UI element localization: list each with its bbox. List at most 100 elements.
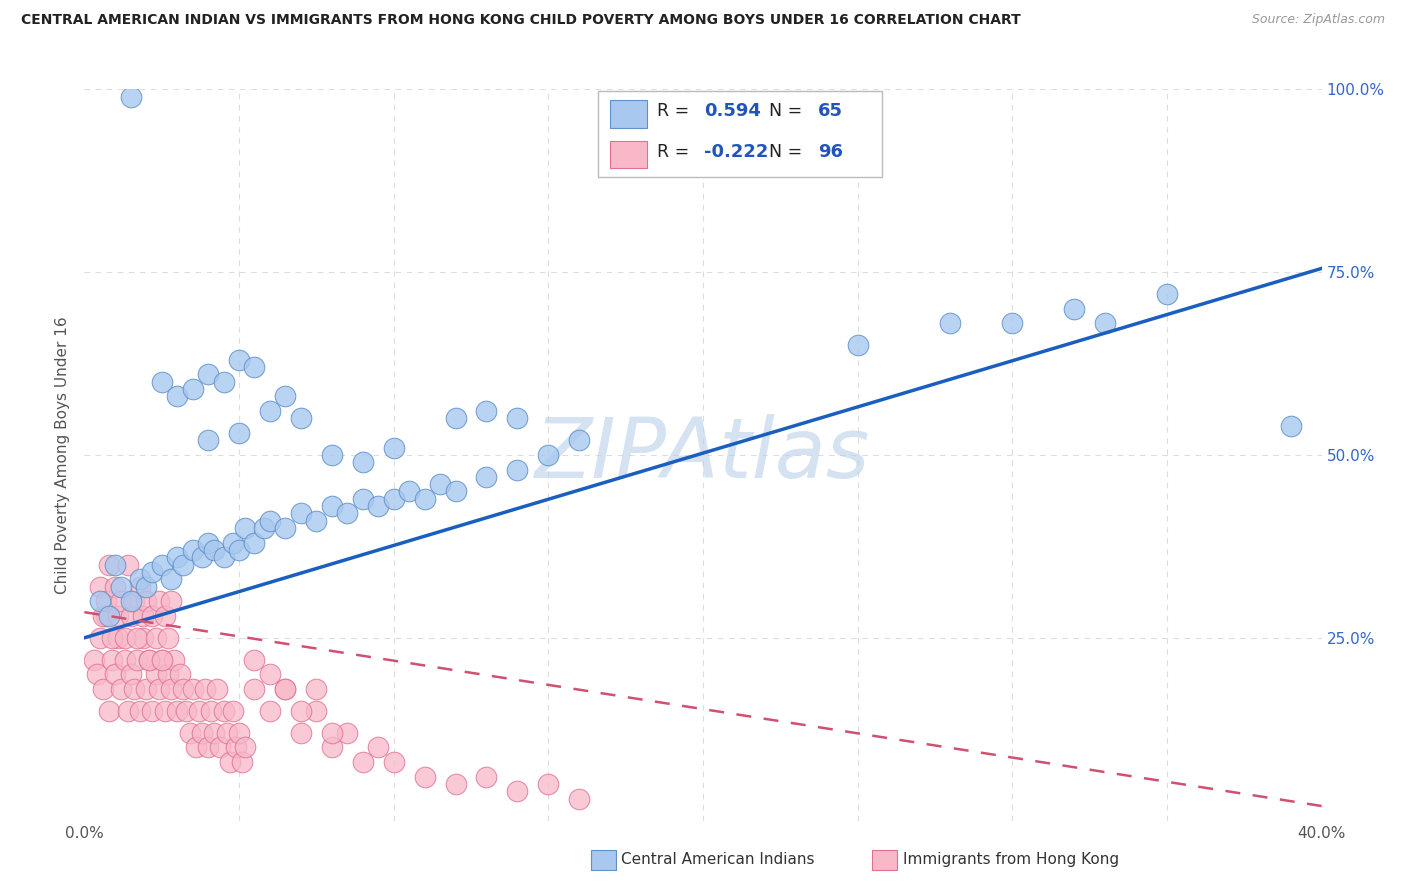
Point bbox=[181, 681, 204, 696]
Point bbox=[132, 608, 155, 623]
Point bbox=[181, 543, 204, 558]
Point bbox=[305, 681, 328, 696]
Point bbox=[172, 681, 194, 696]
Point bbox=[135, 580, 157, 594]
Point bbox=[125, 631, 148, 645]
Point bbox=[94, 594, 117, 608]
Point bbox=[153, 608, 176, 623]
Point bbox=[122, 594, 145, 608]
Point bbox=[475, 404, 498, 418]
Point bbox=[398, 484, 420, 499]
Point bbox=[212, 375, 235, 389]
Text: R =: R = bbox=[657, 143, 695, 161]
Bar bbox=[610, 141, 647, 169]
Point bbox=[290, 726, 312, 740]
Point bbox=[290, 507, 312, 521]
Text: CENTRAL AMERICAN INDIAN VS IMMIGRANTS FROM HONG KONG CHILD POVERTY AMONG BOYS UN: CENTRAL AMERICAN INDIAN VS IMMIGRANTS FR… bbox=[21, 13, 1021, 28]
Point bbox=[120, 89, 142, 103]
FancyBboxPatch shape bbox=[598, 91, 883, 177]
Point bbox=[207, 681, 229, 696]
Point bbox=[101, 653, 124, 667]
Point bbox=[110, 594, 132, 608]
Point bbox=[145, 667, 167, 681]
Point bbox=[150, 653, 173, 667]
Point bbox=[181, 382, 204, 396]
Point bbox=[253, 521, 276, 535]
Point bbox=[145, 631, 167, 645]
Point bbox=[475, 770, 498, 784]
Point bbox=[228, 352, 250, 367]
Point bbox=[166, 389, 188, 403]
Point bbox=[114, 653, 136, 667]
Point bbox=[156, 631, 179, 645]
Point bbox=[135, 594, 157, 608]
Point bbox=[209, 740, 232, 755]
Point bbox=[120, 608, 142, 623]
Point bbox=[202, 726, 225, 740]
Point bbox=[259, 704, 281, 718]
Point bbox=[163, 653, 186, 667]
Point bbox=[259, 514, 281, 528]
Point bbox=[367, 740, 389, 755]
Point bbox=[274, 681, 297, 696]
Point bbox=[225, 740, 247, 755]
Point bbox=[98, 704, 121, 718]
Point bbox=[382, 755, 405, 769]
Point bbox=[352, 491, 374, 506]
Point bbox=[141, 608, 163, 623]
Point bbox=[1001, 316, 1024, 330]
Point bbox=[212, 704, 235, 718]
Point bbox=[187, 704, 209, 718]
Point bbox=[86, 667, 108, 681]
Point bbox=[939, 316, 962, 330]
Point bbox=[83, 653, 105, 667]
Text: 65: 65 bbox=[818, 103, 844, 120]
Point bbox=[107, 608, 129, 623]
Point bbox=[506, 784, 529, 798]
Text: 96: 96 bbox=[818, 143, 844, 161]
Point bbox=[104, 580, 127, 594]
Point bbox=[228, 425, 250, 440]
Point bbox=[129, 704, 152, 718]
Point bbox=[321, 448, 343, 462]
Point bbox=[212, 550, 235, 565]
Text: N =: N = bbox=[769, 143, 807, 161]
Point bbox=[429, 477, 451, 491]
Point bbox=[243, 360, 266, 375]
Point bbox=[846, 338, 869, 352]
Point bbox=[120, 594, 142, 608]
Point bbox=[166, 550, 188, 565]
Point bbox=[215, 726, 238, 740]
Point bbox=[89, 580, 111, 594]
Point bbox=[367, 499, 389, 513]
Y-axis label: Child Poverty Among Boys Under 16: Child Poverty Among Boys Under 16 bbox=[55, 316, 70, 594]
Point bbox=[160, 594, 183, 608]
Text: ZIPAtlas: ZIPAtlas bbox=[536, 415, 870, 495]
Point bbox=[89, 631, 111, 645]
Point bbox=[200, 704, 222, 718]
Point bbox=[150, 653, 173, 667]
Point bbox=[305, 514, 328, 528]
Point bbox=[444, 777, 467, 791]
Point bbox=[156, 667, 179, 681]
Point bbox=[218, 755, 240, 769]
Point bbox=[444, 484, 467, 499]
Point bbox=[506, 462, 529, 476]
Point bbox=[129, 572, 152, 586]
Point bbox=[179, 726, 201, 740]
Point bbox=[1094, 316, 1116, 330]
Point bbox=[274, 681, 297, 696]
Point bbox=[243, 535, 266, 549]
Point bbox=[169, 667, 191, 681]
Point bbox=[120, 667, 142, 681]
Point bbox=[413, 491, 436, 506]
Point bbox=[141, 565, 163, 579]
Bar bbox=[610, 100, 647, 128]
Point bbox=[150, 375, 173, 389]
Point bbox=[222, 704, 245, 718]
Text: Source: ZipAtlas.com: Source: ZipAtlas.com bbox=[1251, 13, 1385, 27]
Point bbox=[321, 740, 343, 755]
Text: 0.594: 0.594 bbox=[704, 103, 761, 120]
Point bbox=[243, 653, 266, 667]
Point bbox=[107, 631, 129, 645]
